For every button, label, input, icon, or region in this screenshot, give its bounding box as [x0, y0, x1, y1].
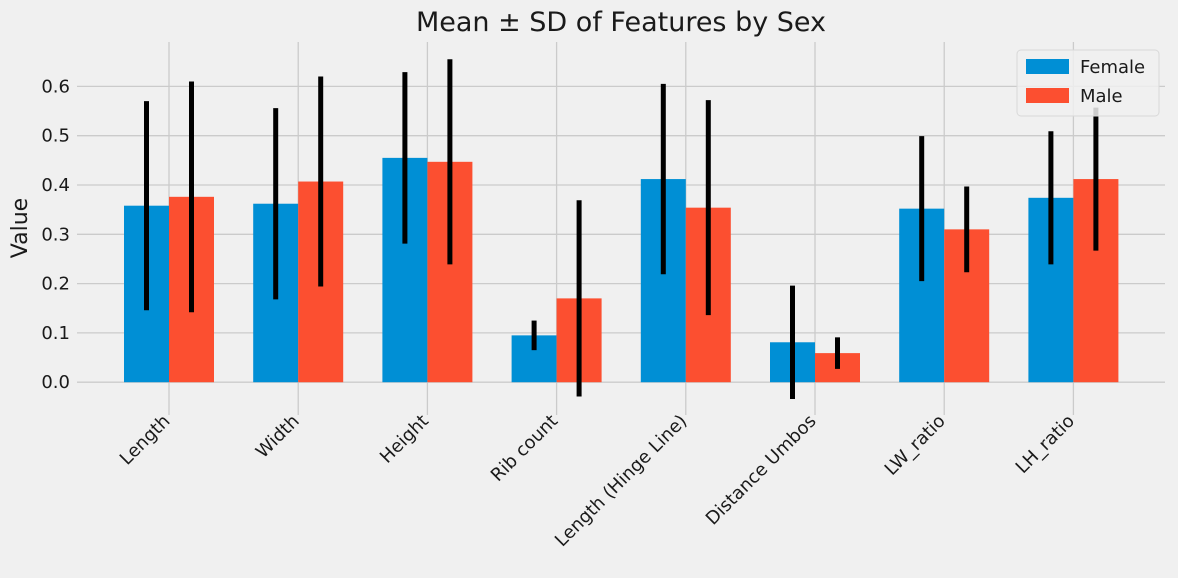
y-tick-label: 0.4 [41, 175, 70, 196]
y-tick-label: 0.3 [41, 224, 70, 245]
legend-label-male: Male [1080, 86, 1123, 107]
y-tick-label: 0.5 [41, 126, 70, 147]
y-axis-label: Value [8, 198, 33, 258]
chart-title: Mean ± SD of Features by Sex [416, 7, 826, 38]
y-axis-ticks: 0.0 0.1 0.2 0.3 0.4 0.5 0.6 [41, 76, 70, 393]
y-tick-label: 0.0 [41, 372, 70, 393]
y-tick-label: 0.1 [41, 323, 70, 344]
y-tick-label: 0.6 [41, 76, 70, 97]
legend-swatch-female [1026, 59, 1069, 74]
error-bars [144, 59, 1099, 399]
legend-swatch-male [1026, 88, 1069, 103]
legend-label-female: Female [1080, 57, 1145, 78]
legend: Female Male [1016, 49, 1160, 117]
bars [124, 157, 1119, 383]
y-tick-label: 0.2 [41, 274, 70, 295]
